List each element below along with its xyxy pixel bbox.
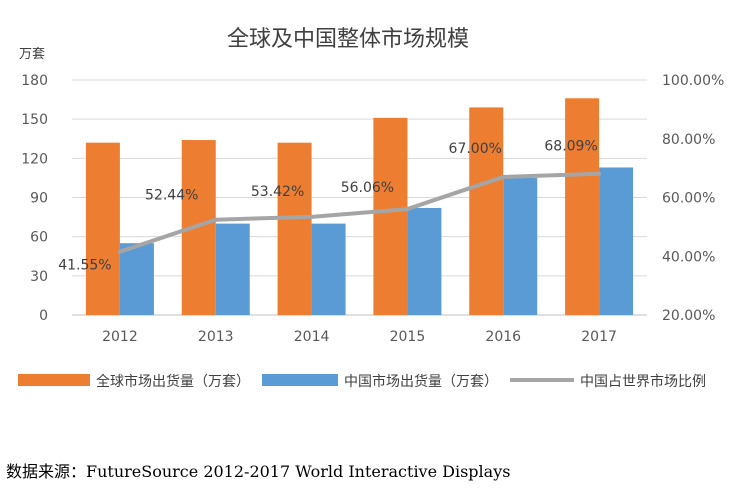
x-tick-label: 2017 bbox=[581, 329, 617, 345]
y2-tick-label: 60.00% bbox=[662, 191, 715, 207]
y-tick-label: 60 bbox=[30, 230, 48, 246]
y2-tick-label: 20.00% bbox=[662, 308, 715, 324]
bar bbox=[599, 167, 634, 315]
bar bbox=[407, 207, 442, 315]
data-label: 68.09% bbox=[544, 139, 597, 155]
legend: 全球市场出货量（万套） 中国市场出货量（万套） 中国占世界市场比例 bbox=[18, 373, 706, 390]
data-label: 56.06% bbox=[341, 180, 394, 196]
bar bbox=[277, 142, 312, 315]
x-tick-label: 2014 bbox=[294, 329, 330, 345]
y-tick-label: 90 bbox=[30, 191, 48, 207]
data-label: 41.55% bbox=[58, 258, 111, 274]
bar-series bbox=[85, 98, 634, 316]
legend-label: 中国占世界市场比例 bbox=[580, 373, 706, 390]
bar bbox=[503, 177, 538, 315]
legend-swatch bbox=[18, 374, 90, 386]
y-tick-label: 0 bbox=[39, 308, 48, 324]
x-tick-label: 2013 bbox=[198, 329, 234, 345]
bar bbox=[469, 107, 504, 316]
line-point bbox=[309, 214, 314, 219]
y-tick-label: 180 bbox=[21, 73, 48, 89]
line-point bbox=[405, 207, 410, 212]
bar bbox=[311, 223, 346, 315]
x-tick-label: 2016 bbox=[485, 329, 521, 345]
bar bbox=[119, 243, 154, 315]
x-tick-label: 2015 bbox=[390, 329, 426, 345]
y-tick-label: 30 bbox=[30, 269, 48, 285]
data-label: 53.42% bbox=[251, 184, 304, 200]
chart-title: 全球及中国整体市场规模 bbox=[227, 27, 469, 52]
data-source-note: 数据来源：FutureSource 2012-2017 World Intera… bbox=[6, 462, 511, 481]
legend-label: 中国市场出货量（万套） bbox=[344, 373, 498, 390]
line-series: 41.55% 52.44% 53.42% 56.06% 67.00% 68.09% bbox=[58, 139, 602, 274]
bar bbox=[373, 117, 408, 315]
legend-swatch bbox=[262, 374, 338, 386]
x-tick-label: 2012 bbox=[102, 329, 138, 345]
line-point bbox=[213, 217, 218, 222]
line-point bbox=[501, 174, 506, 179]
y-tick-label: 120 bbox=[21, 151, 48, 167]
data-label: 52.44% bbox=[145, 188, 198, 204]
y2-tick-label: 100.00% bbox=[662, 73, 724, 89]
bar bbox=[85, 142, 120, 315]
chart: 全球及中国整体市场规模 万套 41.55% 52.44% 53.42% 56.06% 6… bbox=[18, 27, 724, 390]
axis-tick-labels: 0 30 60 90 120 150 180 20.00% 40.00% 60.00% 80.00%… bbox=[21, 73, 724, 345]
line-point bbox=[597, 171, 602, 176]
y-tick-label: 150 bbox=[21, 112, 48, 128]
line-point bbox=[117, 249, 122, 254]
y2-tick-label: 40.00% bbox=[662, 249, 715, 265]
series-line bbox=[117, 171, 602, 254]
bar bbox=[215, 223, 250, 315]
bar bbox=[565, 98, 600, 316]
legend-label: 全球市场出货量（万套） bbox=[96, 373, 250, 390]
y2-tick-label: 80.00% bbox=[662, 132, 715, 148]
data-label: 67.00% bbox=[449, 141, 502, 157]
y-axis-unit-label: 万套 bbox=[19, 46, 45, 62]
